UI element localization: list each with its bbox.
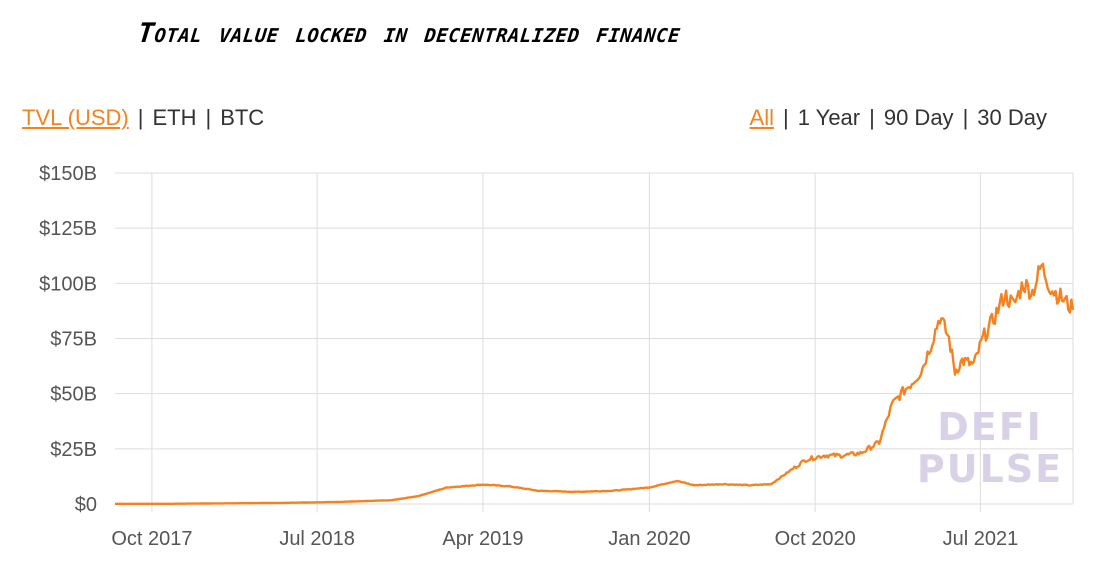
tab-separator: | (783, 105, 789, 130)
watermark-line-2: PULSE (917, 447, 1063, 491)
tab-tvl-usd[interactable]: TVL (USD) (22, 105, 129, 130)
x-tick-label: Jul 2021 (943, 528, 1019, 550)
tab-separator: | (137, 105, 144, 130)
x-tick-label: Jul 2018 (279, 528, 355, 550)
x-tick-label: Oct 2017 (111, 528, 192, 550)
y-tick-label: $150B (39, 163, 97, 185)
y-tick-label: $0 (75, 494, 97, 516)
y-tick-label: $75B (50, 329, 97, 351)
tab-eth[interactable]: ETH (152, 105, 197, 130)
watermark-line-1: DEFI (937, 405, 1043, 449)
tab-range-30-day[interactable]: 30 Day (977, 105, 1047, 130)
y-axis-labels: $0 $25B $50B $75B $100B $125B $150B (39, 163, 97, 516)
tab-range-1-year[interactable]: 1 Year (797, 105, 861, 130)
metric-tabs: TVL (USD) | ETH | BTC (22, 105, 264, 131)
tab-separator: | (962, 105, 969, 130)
watermark: DEFI PULSE (917, 405, 1063, 491)
y-tick-label: $50B (50, 384, 97, 406)
tab-separator: | (869, 105, 875, 130)
series-group (115, 262, 1075, 505)
tab-range-90-day[interactable]: 90 Day (883, 105, 954, 130)
tab-range-all[interactable]: All (749, 105, 774, 130)
y-tick-label: $100B (39, 273, 97, 295)
x-axis-labels: Oct 2017 Jul 2018 Apr 2019 Jan 2020 Oct 2020… (111, 528, 1018, 550)
x-tick-label: Jan 2020 (608, 528, 690, 550)
y-tick-label: $125B (39, 218, 97, 240)
x-tick-label: Oct 2020 (775, 528, 856, 550)
tab-separator: | (205, 105, 212, 130)
y-tick-label: $25B (50, 439, 97, 461)
tab-btc[interactable]: BTC (220, 105, 265, 130)
x-tick-label: Apr 2019 (442, 528, 523, 550)
range-tabs: All | 1 Year | 90 Day | 30 Day (750, 105, 1047, 131)
tvl-series-line (115, 262, 1075, 505)
